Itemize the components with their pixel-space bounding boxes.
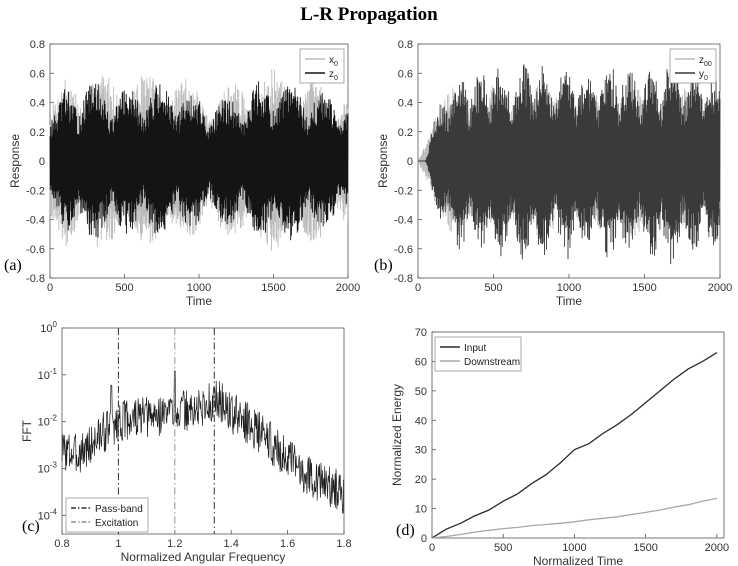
panel-b-series-y0-line bbox=[418, 56, 721, 265]
panel-a-legend-box bbox=[299, 48, 345, 84]
panel-b-legend-label: y0 bbox=[699, 69, 708, 82]
panel-a-series-z0-line bbox=[49, 81, 349, 241]
panel-a-xtick-label: 1500 bbox=[261, 282, 285, 294]
panel-d-ytick-label: 60 bbox=[415, 356, 427, 368]
panel-b-xtick-label: 500 bbox=[484, 282, 502, 294]
panel-label-c: (c) bbox=[22, 518, 40, 535]
panel-b-ylabel: Response bbox=[376, 134, 390, 188]
panel-a-xtick-label: 1000 bbox=[187, 282, 211, 294]
panel-b-xlabel: Time bbox=[556, 294, 583, 308]
panel-b-ytick-label: 0.2 bbox=[398, 127, 413, 139]
panel-d-ylabel: Normalized Energy bbox=[390, 384, 404, 486]
panel-c-ytick-label: 10-2 bbox=[38, 414, 58, 429]
panel-d-series-downstream-line bbox=[431, 497, 718, 539]
panel-c-xtick-label: 1.4 bbox=[224, 538, 239, 550]
panel-label-d: (d) bbox=[396, 522, 415, 539]
panel-b-ytick-label: -0.8 bbox=[394, 273, 413, 285]
chart-panel-a: 0 500 1000 1500 2000 -0.8 -0.6 -0.4 -0.2 0 0.2 0.4 0… bbox=[8, 39, 360, 308]
panel-c-ylabel: FFT bbox=[20, 419, 34, 442]
panel-a-ytick-label: -0.8 bbox=[26, 273, 45, 285]
panel-a-xtick-label: 2000 bbox=[336, 282, 360, 294]
panel-b-legend-box bbox=[669, 48, 717, 84]
panel-b-ytick-label: -0.4 bbox=[394, 215, 413, 227]
panel-c-xtick-label: 1 bbox=[115, 538, 121, 550]
panel-b-xtick-label: 1000 bbox=[557, 282, 581, 294]
panel-d-xtick-label: 1500 bbox=[633, 542, 657, 554]
panel-c-xtick-label: 1.2 bbox=[167, 538, 182, 550]
panel-b-ytick-label: 0.8 bbox=[398, 39, 413, 51]
panel-d-xtick-label: 2000 bbox=[705, 542, 729, 554]
panel-a-ytick-label: -0.6 bbox=[26, 244, 45, 256]
panel-d-ytick-label: 20 bbox=[415, 474, 427, 486]
panel-a-ytick-label: 0.8 bbox=[30, 39, 45, 51]
panel-b-xtick-label: 1500 bbox=[632, 282, 656, 294]
panel-a-ytick-label: -0.4 bbox=[26, 215, 45, 227]
panel-a-legend-label: x0 bbox=[329, 55, 338, 68]
panel-d-ytick-label: 50 bbox=[415, 386, 427, 398]
panel-a-ytick-label: 0 bbox=[39, 156, 45, 168]
chart-panel-b: 0 500 1000 1500 2000 -0.8 -0.6 -0.4 -0.2 0 0.2 0.4 0… bbox=[376, 39, 732, 308]
panel-label-b: (b) bbox=[374, 257, 393, 274]
panel-a-ylabel: Response bbox=[8, 134, 22, 188]
panel-c-xtick-label: 1.8 bbox=[336, 538, 351, 550]
panel-a-xlabel: Time bbox=[186, 294, 213, 308]
panel-a-ytick-label: -0.2 bbox=[26, 185, 45, 197]
panel-a-ytick-label: 0.6 bbox=[30, 68, 45, 80]
panel-b-ytick-label: -0.6 bbox=[394, 244, 413, 256]
panel-a-xtick-label: 0 bbox=[47, 282, 53, 294]
panel-d-xtick-label: 500 bbox=[494, 542, 512, 554]
panel-d-ytick-label: 40 bbox=[415, 415, 427, 427]
chart-panel-c: 0.8 1 1.2 1.4 1.6 1.8 100 10-1 10-2 10-3 10-4 Norma… bbox=[20, 320, 352, 564]
panel-c-xlabel: Normalized Angular Frequency bbox=[121, 550, 286, 564]
panel-c-ytick-label: 100 bbox=[40, 320, 57, 335]
panel-label-a: (a) bbox=[4, 257, 22, 274]
panel-b-xtick-label: 0 bbox=[415, 282, 421, 294]
panel-c-ytick-label: 10-3 bbox=[38, 461, 58, 476]
panel-d-legend-box bbox=[434, 336, 522, 372]
panel-c-xtick-label: 0.8 bbox=[54, 538, 69, 550]
panel-a-ytick-label: 0.4 bbox=[30, 98, 45, 110]
panel-d-xtick-label: 0 bbox=[429, 542, 435, 554]
panel-b-legend-label: z00 bbox=[699, 55, 712, 68]
panel-a-xtick-label: 500 bbox=[115, 282, 133, 294]
panel-d-ytick-label: 70 bbox=[415, 327, 427, 339]
figure-title: L-R Propagation bbox=[300, 4, 438, 25]
panel-b-ytick-label: 0.6 bbox=[398, 68, 413, 80]
panel-d-ytick-label: 10 bbox=[415, 504, 427, 516]
panel-a-ytick-label: 0.2 bbox=[30, 127, 45, 139]
panel-d-ytick-label: 0 bbox=[421, 533, 427, 545]
panel-c-legend-label: Pass-band bbox=[95, 504, 143, 515]
panel-d-ytick-label: 30 bbox=[415, 445, 427, 457]
panel-b-xtick-label: 2000 bbox=[708, 282, 732, 294]
panel-b-ytick-label: -0.2 bbox=[394, 185, 413, 197]
panel-a-legend-label: z0 bbox=[329, 69, 338, 82]
panel-b-ytick-label: 0 bbox=[407, 156, 413, 168]
panel-c-xtick-label: 1.6 bbox=[280, 538, 295, 550]
panel-c-series-spectrum-line bbox=[61, 370, 345, 514]
panel-b-ytick-label: 0.4 bbox=[398, 98, 413, 110]
panel-d-xlabel: Normalized Time bbox=[533, 554, 623, 566]
panel-d-series-input-line bbox=[431, 352, 718, 539]
panel-c-legend-box bbox=[65, 497, 149, 533]
panel-c-ytick-label: 10-4 bbox=[38, 507, 58, 522]
chart-panel-d: 0 500 1000 1500 2000 0 10 20 30 40 50 60 70 Normalize… bbox=[390, 327, 729, 566]
panel-c-ytick-label: 10-1 bbox=[38, 367, 58, 382]
panel-d-xtick-label: 1000 bbox=[562, 542, 586, 554]
panel-d-legend-label: Downstream bbox=[464, 357, 520, 368]
panel-c-legend-label: Excitation bbox=[95, 518, 138, 529]
panel-d-legend-label: Input bbox=[464, 343, 486, 354]
